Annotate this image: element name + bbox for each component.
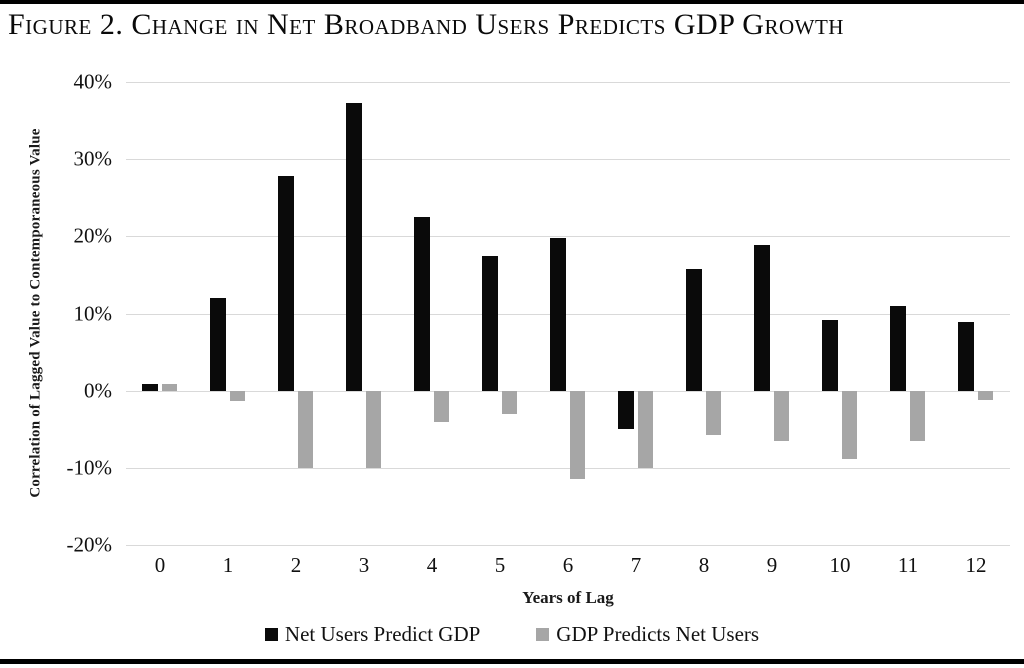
plot-area (126, 82, 1010, 546)
bar-net-users-predict-gdp (754, 244, 770, 391)
bar-gdp-predicts-net-users (638, 390, 653, 468)
y-tick-label: -10% (66, 455, 113, 480)
x-tick-label: 12 (965, 553, 987, 577)
gridline (126, 467, 1010, 469)
bar-gdp-predicts-net-users (570, 390, 585, 480)
bar-gdp-predicts-net-users (502, 390, 517, 414)
bar-gdp-predicts-net-users (706, 390, 721, 435)
bar-net-users-predict-gdp (618, 390, 634, 430)
gridline (126, 545, 1010, 546)
x-tick-label: 11 (897, 553, 919, 577)
black-square-swatch-icon (264, 628, 278, 641)
x-tick-label: 7 (630, 553, 642, 577)
bar-gdp-predicts-net-users (162, 383, 177, 391)
x-tick-label: 0 (154, 553, 166, 577)
bar-net-users-predict-gdp (822, 319, 838, 391)
y-tick-label: 20% (73, 223, 113, 248)
bar-net-users-predict-gdp (482, 255, 498, 391)
x-tick-label: 3 (358, 553, 370, 577)
legend-label: Net Users Predict GDP (284, 622, 481, 646)
bar-gdp-predicts-net-users (774, 390, 789, 441)
bar-gdp-predicts-net-users (230, 390, 245, 402)
chart-title: Figure 2. Change in Net Broadband Users … (8, 8, 844, 41)
gridline (126, 313, 1010, 315)
bar-gdp-predicts-net-users (298, 390, 313, 468)
bar-net-users-predict-gdp (958, 321, 974, 391)
bottom-border-rule (0, 659, 1024, 664)
y-axis-tick-labels: 40% 30% 20% 10% 0% -10% -20% (0, 70, 113, 557)
x-tick-label: 4 (426, 553, 438, 577)
gray-square-swatch-icon (536, 628, 550, 641)
x-tick-label: 9 (766, 553, 778, 577)
bar-gdp-predicts-net-users (434, 390, 449, 422)
bar-net-users-predict-gdp (278, 176, 294, 391)
x-tick-label: 10 (829, 553, 851, 577)
gridline (126, 82, 1010, 83)
gridline (126, 390, 1010, 392)
chart-legend: Net Users Predict GDP GDP Predicts Net U… (0, 622, 1024, 647)
bar-net-users-predict-gdp (414, 217, 430, 391)
bar-gdp-predicts-net-users (910, 390, 925, 441)
bar-net-users-predict-gdp (890, 305, 906, 391)
x-tick-label: 2 (290, 553, 302, 577)
y-tick-label: 30% (73, 146, 113, 171)
bar-net-users-predict-gdp (210, 298, 226, 391)
x-tick-label: 5 (494, 553, 506, 577)
y-tick-label: 0% (84, 378, 112, 403)
bar-net-users-predict-gdp (346, 102, 362, 391)
x-tick-label: 6 (562, 553, 574, 577)
x-tick-label: 1 (222, 553, 234, 577)
bar-net-users-predict-gdp (142, 383, 158, 391)
legend-item-net-users-predict-gdp: Net Users Predict GDP (264, 622, 481, 647)
top-border-rule (0, 0, 1024, 4)
legend-item-gdp-predicts-net-users: GDP Predicts Net Users (536, 622, 759, 647)
x-axis-title: Years of Lag (522, 588, 614, 607)
bar-net-users-predict-gdp (550, 237, 566, 391)
gridline (126, 159, 1010, 161)
x-axis-tick-labels: 0 1 2 3 4 5 6 7 8 9 10 11 12 (126, 553, 1010, 579)
y-tick-label: 10% (73, 301, 113, 325)
bar-gdp-predicts-net-users (978, 390, 993, 400)
y-tick-label: 40% (73, 69, 113, 94)
bar-gdp-predicts-net-users (366, 390, 381, 468)
gridline (126, 236, 1010, 238)
bar-gdp-predicts-net-users (842, 390, 857, 459)
bar-net-users-predict-gdp (686, 268, 702, 391)
x-tick-label: 8 (698, 553, 710, 577)
legend-label: GDP Predicts Net Users (556, 622, 760, 646)
y-tick-label: -20% (66, 532, 113, 557)
